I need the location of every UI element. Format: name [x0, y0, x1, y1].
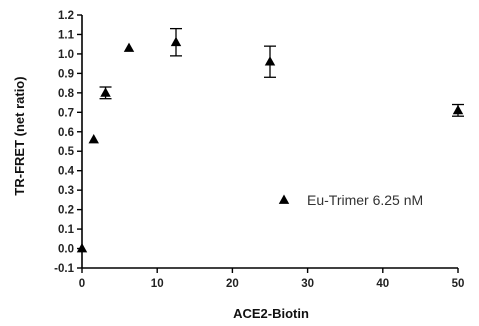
y-tick-label: 0.6: [58, 127, 74, 139]
y-axis-title: TR-FRET (net ratio): [12, 76, 27, 195]
y-tick-label: 0.9: [58, 68, 74, 80]
x-tick-label: 0: [79, 278, 85, 290]
x-tick-label: 30: [301, 278, 314, 290]
data-point: [123, 42, 135, 52]
y-tick-label: -0.1: [54, 263, 74, 275]
x-axis-title: ACE2-Biotin: [233, 306, 309, 321]
data-point: [88, 134, 99, 144]
y-tick-label: 0.2: [58, 205, 74, 217]
x-tick-label: 10: [151, 278, 164, 290]
y-tick-label: 0.5: [58, 146, 75, 158]
x-tick-label: 40: [376, 278, 389, 290]
data-point: [76, 243, 88, 253]
y-tick-label: 1.1: [58, 29, 75, 41]
data-point: [100, 87, 111, 97]
legend-entry: Eu-Trimer 6.25 nM: [307, 192, 423, 208]
y-axis-ticks: -0.1 0.0 0.1 0.2 0.3 0.4 0.5 0.6 0.7 0.8 0.9 1.0 1.1…: [54, 10, 82, 275]
data-point: [452, 104, 464, 115]
x-tick-label: 20: [226, 278, 239, 290]
data-points: [76, 27, 464, 253]
data-point: [170, 36, 182, 47]
x-tick-label: 50: [452, 278, 465, 290]
axes: [81, 15, 458, 269]
y-tick-label: 1.0: [58, 49, 74, 61]
y-tick-label: 1.2: [58, 10, 74, 22]
legend: Eu-Trimer 6.25 nM: [278, 192, 423, 208]
data-point: [264, 56, 276, 66]
x-axis-ticks: 0 10 20 30 40 50: [79, 268, 465, 290]
legend-marker-triangle-icon: [278, 194, 290, 204]
y-tick-label: 0.3: [58, 185, 74, 197]
y-tick-label: 0.1: [58, 224, 75, 236]
y-tick-label: 0.7: [58, 107, 74, 119]
y-tick-label: 0.0: [58, 244, 74, 256]
y-tick-label: 0.4: [58, 166, 75, 178]
y-tick-label: 0.8: [58, 88, 75, 100]
